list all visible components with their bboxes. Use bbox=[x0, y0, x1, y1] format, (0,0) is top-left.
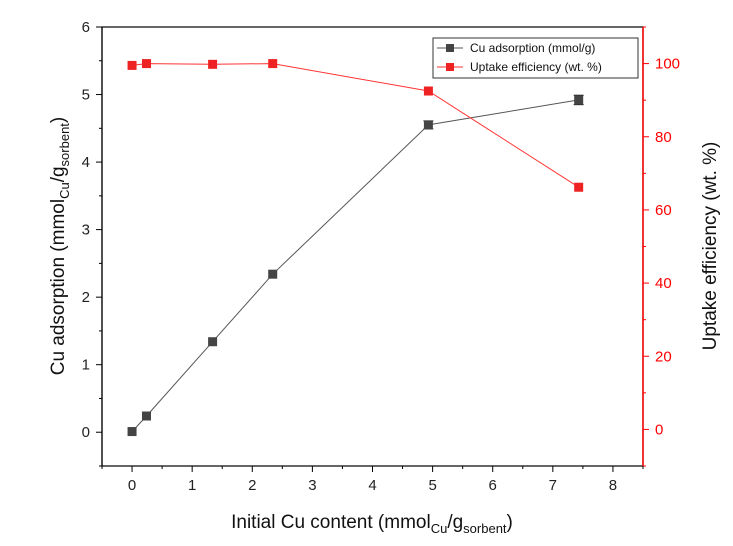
series-line-0 bbox=[131, 99, 579, 432]
legend-marker-cu bbox=[446, 44, 454, 52]
series-0-point bbox=[127, 427, 137, 437]
y-right-tick-label: 40 bbox=[655, 275, 672, 292]
x-tick-label: 3 bbox=[308, 477, 316, 494]
y-left-tick-label: 0 bbox=[82, 424, 90, 441]
series-0-point bbox=[141, 411, 151, 421]
series-0-point bbox=[208, 337, 218, 347]
series-1-point bbox=[268, 59, 278, 69]
legend-label-efficiency: Uptake efficiency (wt. %) bbox=[470, 60, 602, 74]
series-1-point bbox=[423, 86, 433, 96]
y-left-tick-label: 4 bbox=[82, 154, 90, 171]
x-tick-label: 4 bbox=[368, 477, 376, 494]
y-right-axis-title: Uptake efficiency (wt. %) bbox=[700, 142, 721, 351]
legend-label-cu: Cu adsorption (mmol/g) bbox=[470, 41, 595, 55]
series-1-point bbox=[574, 182, 584, 192]
series-0-point bbox=[574, 95, 584, 105]
y-left-axis-title: Cu adsorption (mmolCu/gsorbent) bbox=[48, 117, 72, 376]
series-0-point bbox=[268, 269, 278, 279]
series-0-point bbox=[423, 120, 433, 130]
x-tick-label: 1 bbox=[188, 477, 196, 494]
y-left-tick-label: 6 bbox=[82, 19, 90, 36]
y-left-tick-label: 3 bbox=[82, 222, 90, 239]
series-1-point bbox=[141, 59, 151, 69]
y-right-tick-label: 20 bbox=[655, 348, 672, 365]
legend-marker-efficiency bbox=[446, 63, 454, 71]
y-right-tick-label: 60 bbox=[655, 202, 672, 219]
series-line-1 bbox=[132, 63, 579, 188]
legend-box bbox=[432, 37, 639, 79]
x-tick-label: 0 bbox=[128, 477, 136, 494]
y-right-tick-label: 100 bbox=[655, 56, 680, 73]
plot-frame bbox=[101, 26, 644, 467]
legend: Cu adsorption (mmol/g) Uptake efficiency… bbox=[432, 37, 639, 79]
series-1-point bbox=[127, 60, 137, 70]
x-tick-label: 2 bbox=[248, 477, 256, 494]
y-right-tick-label: 0 bbox=[655, 421, 663, 438]
x-tick-label: 8 bbox=[609, 477, 617, 494]
x-tick-label: 5 bbox=[428, 477, 436, 494]
x-tick-label: 6 bbox=[489, 477, 497, 494]
x-axis-title: Initial Cu content (mmolCu/gsorbent) bbox=[231, 512, 513, 536]
series-1-point bbox=[208, 59, 218, 69]
y-left-tick-label: 1 bbox=[82, 357, 90, 374]
y-left-tick-label: 5 bbox=[82, 87, 90, 104]
x-tick-label: 7 bbox=[549, 477, 557, 494]
y-left-tick-label: 2 bbox=[82, 289, 90, 306]
y-right-tick-label: 80 bbox=[655, 129, 672, 146]
